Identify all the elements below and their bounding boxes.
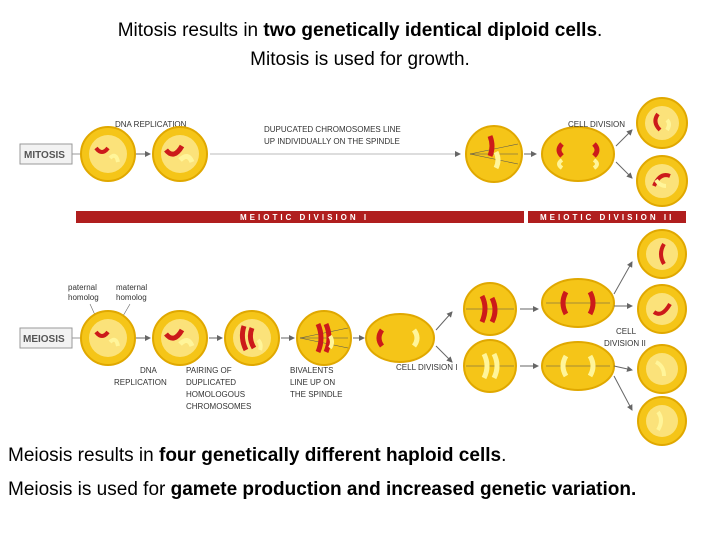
mitosis-daughter-cell-1 — [636, 97, 688, 149]
bivalents-label-2: LINE UP ON — [290, 378, 335, 387]
dna-bottom-label-1: DNA — [140, 366, 158, 375]
meiosis-cell-7b — [541, 341, 615, 391]
mitosis-cell-dividing — [541, 126, 615, 182]
mitosis-summary-line2: Mitosis is used for growth. — [250, 49, 470, 70]
haploid-cell-2 — [637, 284, 687, 334]
meiosis-cell-5-dividing — [365, 313, 435, 363]
duplicated-label-2: UP INDIVIDUALLY ON THE SPINDLE — [264, 137, 400, 146]
mitosis-summary-post: . — [597, 20, 603, 41]
mitosis-label: MITOSIS — [24, 150, 65, 161]
haploid-cell-3 — [637, 344, 687, 394]
cell-division-2-label-b: DIVISION II — [604, 339, 646, 348]
meiosis-cell-6b — [463, 339, 517, 393]
cell-division-top-label: CELL DIVISION — [568, 120, 625, 129]
meiosis-use-bold: gamete production and increased genetic … — [170, 479, 631, 500]
mitosis-daughter-cell-2 — [636, 155, 688, 207]
meiosis-summary-pre: Meiosis results in — [8, 445, 159, 466]
haploid-cell-1 — [637, 229, 687, 279]
paternal-label-2: homolog — [68, 293, 99, 302]
pairing-label-2: DUPLICATED — [186, 378, 236, 387]
mitosis-cell-spindle — [465, 125, 523, 183]
mitosis-summary-pre: Mitosis results in — [117, 20, 264, 41]
meiosis-cell-3-pairing — [224, 310, 280, 366]
pairing-label-4: CHROMOSOMES — [186, 402, 251, 411]
maternal-label-2: homolog — [116, 293, 147, 302]
meiosis-summary-line2: Meiosis is used for gamete production an… — [8, 478, 718, 502]
meiosis-summary-line1: Meiosis results in four genetically diff… — [8, 444, 718, 468]
meiotic-division-1-band — [76, 211, 524, 223]
dna-bottom-label-2: REPLICATION — [114, 378, 167, 387]
mitosis-cell-1 — [80, 126, 136, 182]
mitosis-cell-2 — [152, 126, 208, 182]
dna-replication-top-label: DNA REPLICATION — [115, 120, 187, 129]
meiosis-cell-7a — [541, 278, 615, 328]
cell-division-2-label-a: CELL — [616, 327, 637, 336]
meiosis-summary-post: . — [501, 445, 507, 466]
mitosis-summary-line1: Mitosis results in two genetically ident… — [0, 19, 720, 43]
meiotic-division-2-label: MEIOTIC DIVISION II — [540, 213, 674, 222]
meiotic-division-1-label: MEIOTIC DIVISION I — [240, 213, 369, 222]
bivalents-label-3: THE SPINDLE — [290, 390, 342, 399]
haploid-cell-4 — [637, 396, 687, 446]
meiosis-cell-4-spindle — [296, 310, 352, 366]
maternal-label-1: maternal — [116, 283, 147, 292]
paternal-label-1: paternal — [68, 283, 97, 292]
bivalents-label-1: BIVALENTS — [290, 366, 333, 375]
pairing-label-3: HOMOLOGOUS — [186, 390, 245, 399]
mitosis-summary-bold: two genetically identical diploid cells — [263, 20, 598, 41]
duplicated-label-1: DUPUCATED CHROMOSOMES LINE — [264, 125, 401, 134]
meiosis-cell-2 — [152, 310, 208, 366]
meiosis-cell-1 — [80, 310, 136, 366]
meiosis-summary-bold: four genetically different haploid cells — [159, 445, 502, 466]
meiosis-use-post: . — [630, 479, 637, 500]
meiosis-cell-6a — [463, 282, 517, 336]
meiosis-use-pre: Meiosis is used for — [8, 479, 171, 500]
cell-division-1-label: CELL DIVISION I — [396, 363, 458, 372]
meiotic-division-2-band — [528, 211, 686, 223]
meiosis-label: MEIOSIS — [23, 334, 65, 345]
pairing-label-1: PAIRING OF — [186, 366, 232, 375]
